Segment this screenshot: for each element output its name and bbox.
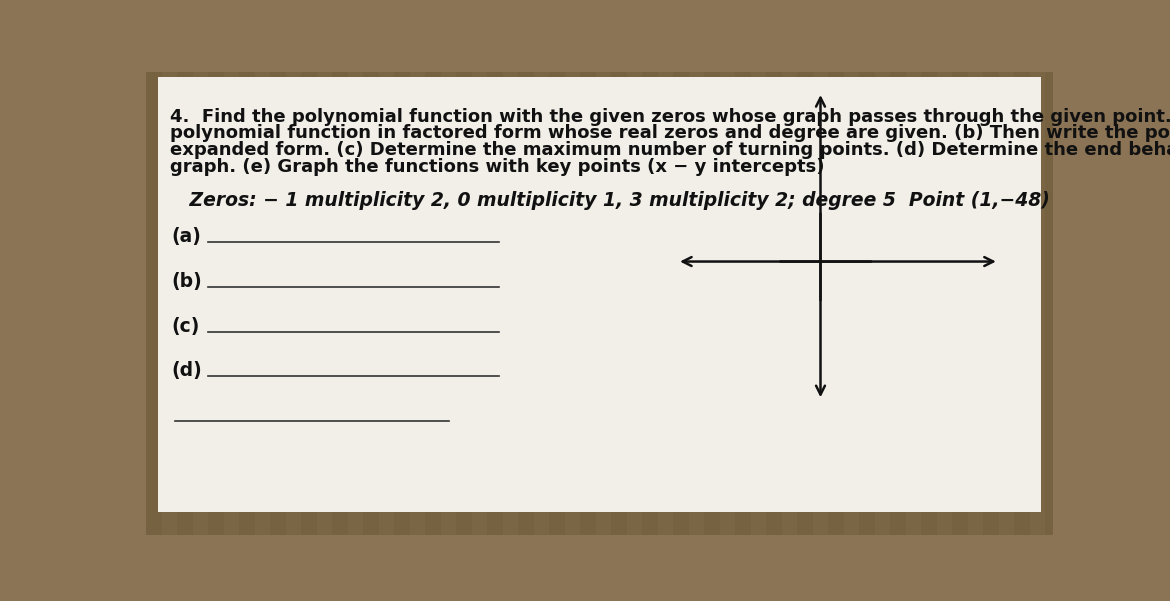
Bar — [673, 72, 689, 535]
Bar — [735, 72, 751, 535]
Bar — [921, 72, 937, 535]
Bar — [239, 72, 255, 535]
Bar — [425, 72, 441, 535]
Text: graph. (e) Graph the functions with key points (x − y intercepts): graph. (e) Graph the functions with key … — [170, 158, 824, 176]
Bar — [983, 72, 999, 535]
Bar — [394, 72, 409, 535]
Bar — [1014, 72, 1030, 535]
Bar — [270, 72, 285, 535]
Bar — [208, 72, 223, 535]
Bar — [859, 72, 875, 535]
Bar — [828, 72, 844, 535]
Text: (b): (b) — [171, 272, 201, 291]
Bar — [332, 72, 347, 535]
Bar — [146, 72, 161, 535]
Bar — [797, 72, 813, 535]
Bar — [766, 72, 782, 535]
Bar — [456, 72, 472, 535]
Bar — [704, 72, 720, 535]
Bar — [487, 72, 503, 535]
Text: (a): (a) — [171, 227, 201, 246]
Text: (c): (c) — [171, 317, 199, 335]
Bar — [1045, 72, 1061, 535]
Bar — [549, 72, 565, 535]
Bar — [580, 72, 596, 535]
Text: polynomial function in factored form whose real zeros and degree are given. (b) : polynomial function in factored form who… — [170, 124, 1170, 142]
Bar — [952, 72, 968, 535]
Bar — [611, 72, 627, 535]
Text: expanded form. (c) Determine the maximum number of turning points. (d) Determine: expanded form. (c) Determine the maximum… — [170, 141, 1170, 159]
Text: Zeros: − 1 multiplicity 2, 0 multiplicity 1, 3 multiplicity 2; degree 5  Point (: Zeros: − 1 multiplicity 2, 0 multiplicit… — [170, 191, 1049, 210]
Bar — [301, 72, 317, 535]
Bar — [890, 72, 906, 535]
Bar — [363, 72, 379, 535]
Text: (d): (d) — [171, 361, 201, 380]
Bar — [177, 72, 193, 535]
Text: 4.  Find the polynomial function with the given zeros whose graph passes through: 4. Find the polynomial function with the… — [170, 108, 1170, 126]
Bar — [642, 72, 658, 535]
Bar — [518, 72, 534, 535]
